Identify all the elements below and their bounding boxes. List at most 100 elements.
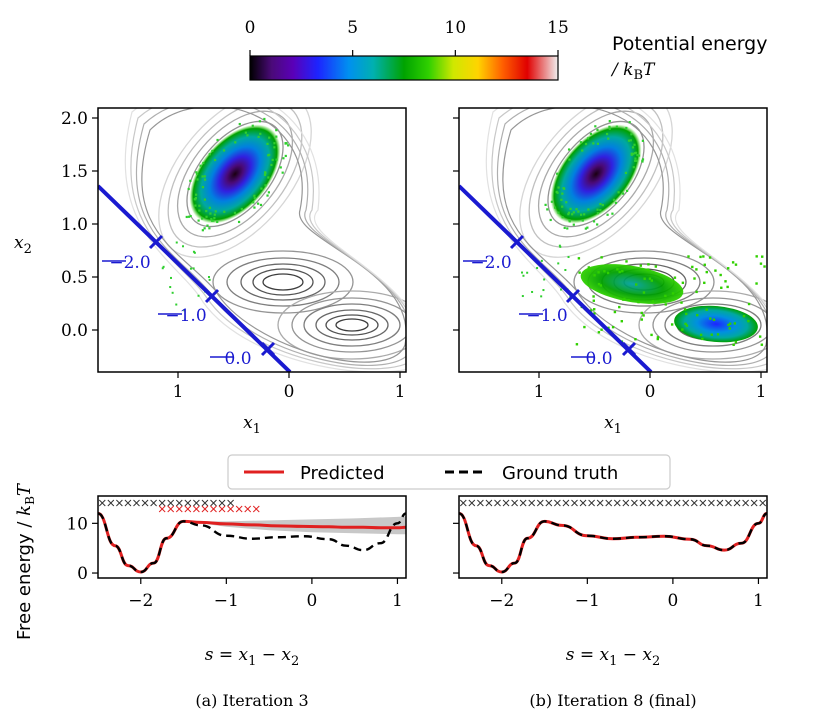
sample-point — [257, 135, 260, 138]
sample-marker-red — [201, 505, 209, 513]
sample-point — [192, 267, 195, 270]
s-axis-label: s = x1 − x2 — [566, 645, 661, 669]
cv-tick-label: −1.0 — [165, 306, 206, 326]
sample-marker-red — [193, 505, 200, 513]
sample-point — [246, 134, 249, 137]
cv-axis-line — [98, 184, 292, 372]
sample-point — [208, 278, 211, 281]
sample-point — [597, 271, 600, 274]
sample-point — [275, 158, 278, 161]
sample-point — [593, 308, 596, 311]
sample-point — [203, 198, 207, 201]
sample-marker-red — [167, 505, 175, 513]
sample-marker-red — [210, 505, 217, 513]
sample-point — [266, 142, 269, 145]
sample-marker-black — [545, 499, 553, 507]
sample-point — [253, 194, 256, 197]
sample-point — [569, 207, 572, 210]
sample-point — [631, 146, 635, 149]
x-tick-label: −1 — [575, 591, 600, 611]
sample-point — [536, 267, 539, 270]
sample-point — [695, 268, 698, 271]
sample-point — [253, 206, 256, 209]
sample-point — [710, 333, 713, 336]
cv-tick-mark — [204, 288, 220, 304]
sample-point — [212, 219, 215, 222]
sample-point — [560, 288, 563, 291]
sample-point — [208, 206, 211, 209]
sample-point — [202, 161, 205, 165]
sample-point — [629, 139, 632, 142]
sample-point — [194, 193, 198, 196]
sample-point — [182, 245, 185, 248]
sample-point — [259, 203, 263, 207]
x-tick-label: 1 — [173, 382, 184, 402]
sample-point — [596, 142, 600, 145]
sample-point — [210, 217, 213, 221]
sample-point — [238, 122, 241, 126]
sample-point — [557, 211, 560, 214]
sample-point — [708, 256, 712, 259]
sample-point — [755, 282, 758, 285]
sample-point — [592, 299, 595, 302]
sample-point — [572, 211, 575, 214]
sample-marker-black — [133, 499, 140, 507]
sample-point — [268, 136, 271, 139]
sample-point — [273, 146, 276, 149]
s-axis-label: s = x1 − x2 — [205, 645, 300, 669]
sample-point — [526, 271, 529, 274]
sample-point — [632, 152, 635, 155]
sample-marker-black — [690, 499, 698, 507]
sample-point — [592, 142, 595, 145]
sample-point — [734, 340, 738, 344]
sample-point — [196, 172, 199, 176]
sample-point — [625, 260, 628, 263]
sample-point — [695, 290, 698, 294]
sample-point — [267, 191, 271, 194]
sample-point — [709, 317, 712, 320]
sample-point — [566, 227, 569, 230]
predicted-line — [459, 511, 767, 574]
sample-point — [557, 186, 560, 189]
sample-point — [673, 276, 677, 279]
sample-point — [170, 276, 173, 279]
sample-marker-black — [750, 499, 758, 507]
sample-point — [685, 312, 688, 316]
sample-point — [731, 261, 735, 264]
sample-point — [275, 135, 278, 138]
sample-point — [213, 216, 216, 220]
sample-point — [263, 173, 267, 176]
sample-point — [685, 324, 689, 327]
sample-point — [234, 141, 237, 144]
sample-point — [719, 273, 722, 277]
sample-point — [607, 137, 610, 140]
sample-point — [594, 125, 597, 128]
sample-point — [531, 290, 534, 293]
sample-point — [199, 164, 202, 167]
sample-point — [203, 227, 206, 230]
sample-point — [197, 219, 200, 222]
sampled-basin-b — [550, 124, 758, 343]
colorbar-tick-label: 0 — [245, 18, 256, 38]
sample-point — [593, 312, 596, 315]
sample-marker-red — [235, 505, 243, 513]
sample-point — [223, 210, 226, 213]
x-tick-label: −1 — [214, 591, 239, 611]
sample-points-b — [521, 120, 766, 348]
sample-point — [203, 178, 207, 181]
sample-point — [581, 219, 584, 222]
sample-point — [596, 223, 599, 226]
contour-line — [325, 314, 379, 336]
sample-point — [189, 179, 192, 182]
sample-point — [728, 322, 732, 325]
cv-tick-mark — [509, 234, 525, 250]
sample-point — [575, 208, 578, 211]
contour-envelope — [124, 108, 406, 372]
sample-point — [216, 138, 219, 142]
sample-point — [705, 308, 708, 311]
legend-ground-truth-label: Ground truth — [502, 463, 618, 484]
sample-marker-black — [477, 499, 484, 507]
sample-marker-black — [631, 499, 638, 507]
basin-heat-a — [189, 124, 281, 224]
sample-marker-black — [167, 499, 175, 507]
